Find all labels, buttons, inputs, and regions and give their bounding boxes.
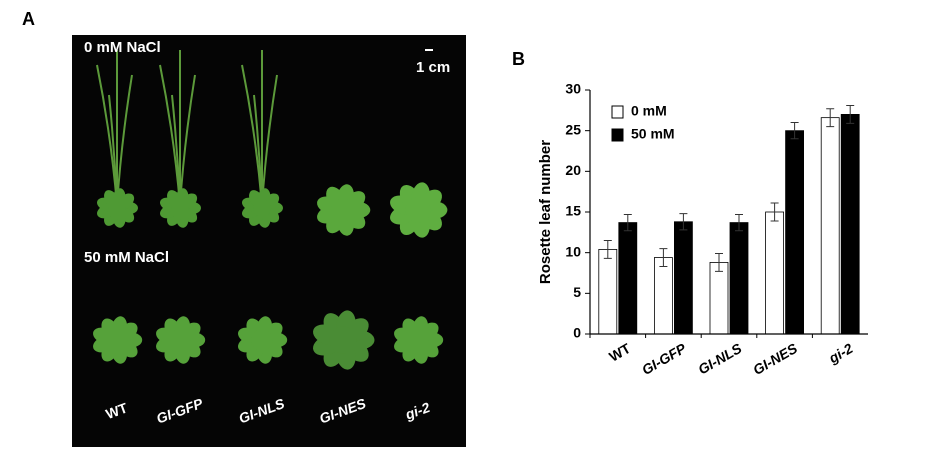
y-tick-label: 5 [573, 284, 581, 300]
error-bar [846, 104, 855, 124]
error-bar [770, 202, 779, 222]
leaf [329, 326, 357, 354]
scale-label: 1 cm [416, 59, 450, 76]
leaf [253, 199, 271, 217]
legend-swatch [611, 128, 624, 142]
leaf [169, 329, 191, 351]
x-tick-label: GI-NLS [695, 340, 745, 378]
error-bar [659, 248, 668, 267]
bar [729, 222, 749, 335]
leaf [407, 329, 429, 351]
bar [820, 117, 840, 335]
panel-label: B [512, 49, 525, 69]
y-tick-label: 10 [565, 243, 581, 259]
error-bar [715, 252, 723, 272]
bar [674, 221, 693, 335]
genotype-label: WT [104, 399, 130, 422]
y-axis-label: Rosette leaf number [537, 140, 554, 284]
error-bar [790, 122, 799, 140]
panel-label: A [22, 9, 35, 29]
leaf [331, 198, 355, 222]
plants [93, 50, 448, 370]
condition-label: 0 mM NaCl [84, 39, 161, 56]
error-bar [623, 213, 632, 232]
leaf [405, 197, 431, 223]
y-tick-label: 15 [565, 203, 581, 219]
leaf [106, 329, 128, 351]
y-tick-label: 30 [565, 81, 581, 97]
photo [72, 35, 466, 447]
error-bar [679, 213, 688, 231]
bar [709, 262, 729, 335]
bar [765, 211, 784, 335]
legend-swatch [611, 105, 624, 119]
x-tick-label: GI-NES [750, 340, 800, 378]
leaf [108, 199, 126, 217]
error-bar [735, 213, 743, 232]
legend-label: 0 mM [631, 103, 667, 119]
legend-label: 50 mM [631, 126, 675, 142]
error-bar [826, 108, 835, 128]
bar [618, 222, 638, 335]
bar [598, 249, 618, 335]
leaf [171, 199, 189, 217]
bar [654, 257, 673, 335]
bar [840, 114, 860, 335]
error-bar [603, 239, 612, 259]
x-tick-label: WT [606, 340, 633, 365]
x-tick-label: gi-2 [825, 340, 856, 367]
x-tick-label: GI-GFP [639, 340, 689, 378]
leaf [251, 329, 273, 351]
y-tick-label: 0 [573, 325, 581, 341]
y-tick-label: 25 [565, 121, 581, 137]
y-tick-label: 20 [565, 162, 581, 178]
bar [785, 130, 804, 335]
condition-label: 50 mM NaCl [84, 249, 169, 266]
